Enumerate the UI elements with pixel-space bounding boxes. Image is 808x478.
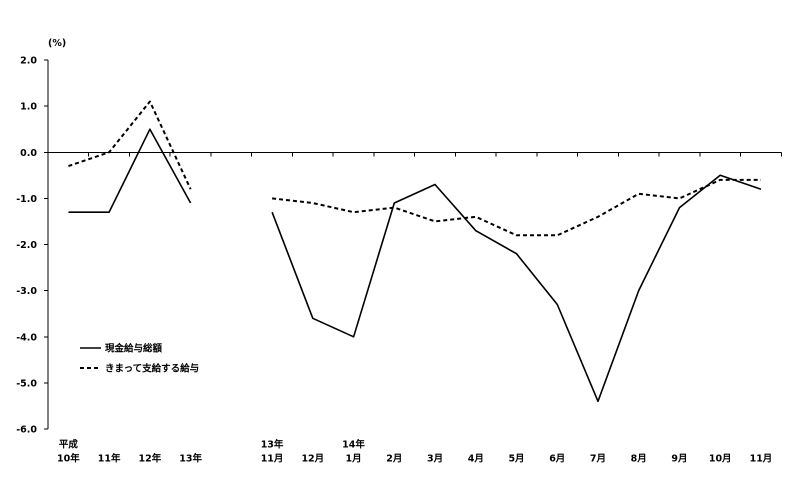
series-layer xyxy=(66,100,763,403)
x-tick-label: 6月 xyxy=(549,454,565,465)
x-tick-label: 2月 xyxy=(386,454,402,465)
series-1-point xyxy=(352,335,356,339)
series-2-point xyxy=(596,215,600,219)
x-tick-label: 11月 xyxy=(750,454,773,465)
series-2-point xyxy=(270,196,274,200)
x-tick-label: 7月 xyxy=(590,454,606,465)
legend: 現金給与総額 きまって支給する給与 xyxy=(80,343,199,375)
series-1-point xyxy=(596,399,600,403)
series-2-point xyxy=(637,192,641,196)
y-tick-label: -4.0 xyxy=(16,332,37,343)
legend-label: 現金給与総額 xyxy=(105,343,163,355)
x-tick-label: 4月 xyxy=(468,454,484,465)
x-tick-label: 11月 xyxy=(261,454,284,465)
series-2-point xyxy=(677,196,681,200)
y-tick-label: 1.0 xyxy=(20,102,37,113)
series-1-point xyxy=(718,173,722,177)
x-tick-label: 1月 xyxy=(345,454,361,465)
y-tick-label: -1.0 xyxy=(16,194,37,205)
series-line-1 xyxy=(68,128,762,403)
series-1-point xyxy=(433,183,437,187)
legend-label: きまって支給する給与 xyxy=(105,363,199,375)
series-2-point xyxy=(107,150,111,154)
series-2-point xyxy=(555,233,559,237)
x-tick-label: 12月 xyxy=(301,454,324,465)
x-tick-label-top: 13年 xyxy=(261,439,284,451)
series-line-2 xyxy=(68,100,761,237)
series-2-point xyxy=(515,233,519,237)
x-tick-label-top: 14年 xyxy=(342,439,365,451)
series-1-point xyxy=(759,187,763,191)
series-1-point xyxy=(392,201,396,205)
legend-item: きまって支給する給与 xyxy=(80,363,199,375)
series-1-point xyxy=(311,316,315,320)
x-tick-label: 11年 xyxy=(98,453,121,465)
series-2-point xyxy=(66,164,70,168)
y-tick-label: -5.0 xyxy=(16,378,37,389)
series-1-point xyxy=(515,252,519,256)
y-tick-label: 0.0 xyxy=(20,148,37,159)
series-1-point xyxy=(270,210,274,214)
series-1-point xyxy=(148,127,152,131)
series-1-point xyxy=(66,210,70,214)
series-1-point xyxy=(107,210,111,214)
series-1-point xyxy=(637,289,641,293)
y-axis-unit-label: (%) xyxy=(48,38,66,49)
series-2-point xyxy=(759,178,763,182)
y-tick-label: -3.0 xyxy=(16,286,37,297)
series-2-point xyxy=(474,215,478,219)
series-2-point xyxy=(718,178,722,182)
x-tick-label: 8月 xyxy=(631,454,647,465)
series-1-point xyxy=(474,229,478,233)
legend-item: 現金給与総額 xyxy=(80,343,163,355)
x-tick-label: 10月 xyxy=(709,454,732,465)
x-tick-label: 10年 xyxy=(57,453,80,465)
y-tick-label: -6.0 xyxy=(16,425,37,436)
series-2-point xyxy=(392,206,396,210)
series-2-point xyxy=(311,201,315,205)
x-tick-label: 3月 xyxy=(427,454,443,465)
x-tick-label: 5月 xyxy=(508,454,524,465)
x-tick-label: 9月 xyxy=(671,454,687,465)
series-1-point xyxy=(189,201,193,205)
series-2-point xyxy=(352,210,356,214)
series-2-point xyxy=(148,100,152,104)
x-tick-label-top: 平成 xyxy=(59,439,79,451)
series-1-point xyxy=(555,302,559,306)
series-1-point xyxy=(677,206,681,210)
axes: 2.0 1.0 0.0 -1.0 -2.0 -3.0 -4.0 -5.0 -6.0 平成 10年 11… xyxy=(16,56,782,465)
y-tick-label: -2.0 xyxy=(16,240,37,251)
series-2-point xyxy=(433,219,437,223)
x-tick-label: 13年 xyxy=(179,453,202,465)
y-tick-label: 2.0 xyxy=(20,56,37,67)
series-2-point xyxy=(189,187,193,191)
x-tick-label: 12年 xyxy=(138,453,161,465)
